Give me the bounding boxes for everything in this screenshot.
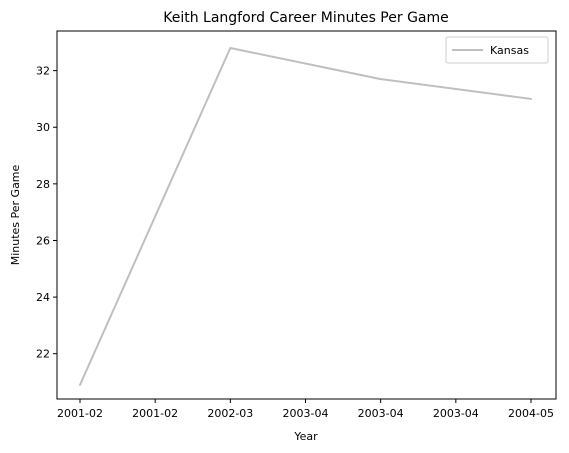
- x-axis-label: Year: [293, 430, 318, 443]
- series-layer: [79, 46, 532, 386]
- x-axis-ticks: 2001-02 2001-02 2002-03 2003-04 2003-04 2003-…: [57, 399, 554, 420]
- y-tick-label: 32: [36, 65, 50, 78]
- y-tick-label: 30: [36, 121, 50, 134]
- x-tick-label: 2004-05: [508, 407, 554, 420]
- x-tick-label: 2003-04: [358, 407, 404, 420]
- x-tick-label: 2003-04: [433, 407, 479, 420]
- x-tick-label: 2001-02: [132, 407, 178, 420]
- y-axis-ticks: 22 24 26 28 30 32: [36, 65, 57, 361]
- legend-label-kansas: Kansas: [490, 44, 529, 57]
- legend: Kansas: [445, 36, 549, 64]
- chart-title: Keith Langford Career Minutes Per Game: [163, 10, 449, 26]
- plot-area: [56, 30, 557, 400]
- y-tick-label: 24: [36, 291, 50, 304]
- series-line-kansas: [79, 46, 532, 386]
- x-tick-label: 2001-02: [57, 407, 103, 420]
- legend-box: [445, 36, 549, 64]
- y-tick-label: 22: [36, 348, 50, 361]
- x-tick-label: 2002-03: [207, 407, 253, 420]
- x-tick-label: 2003-04: [283, 407, 329, 420]
- y-tick-label: 26: [36, 234, 50, 247]
- y-tick-label: 28: [36, 178, 50, 191]
- y-axis-label: Minutes Per Game: [9, 164, 22, 265]
